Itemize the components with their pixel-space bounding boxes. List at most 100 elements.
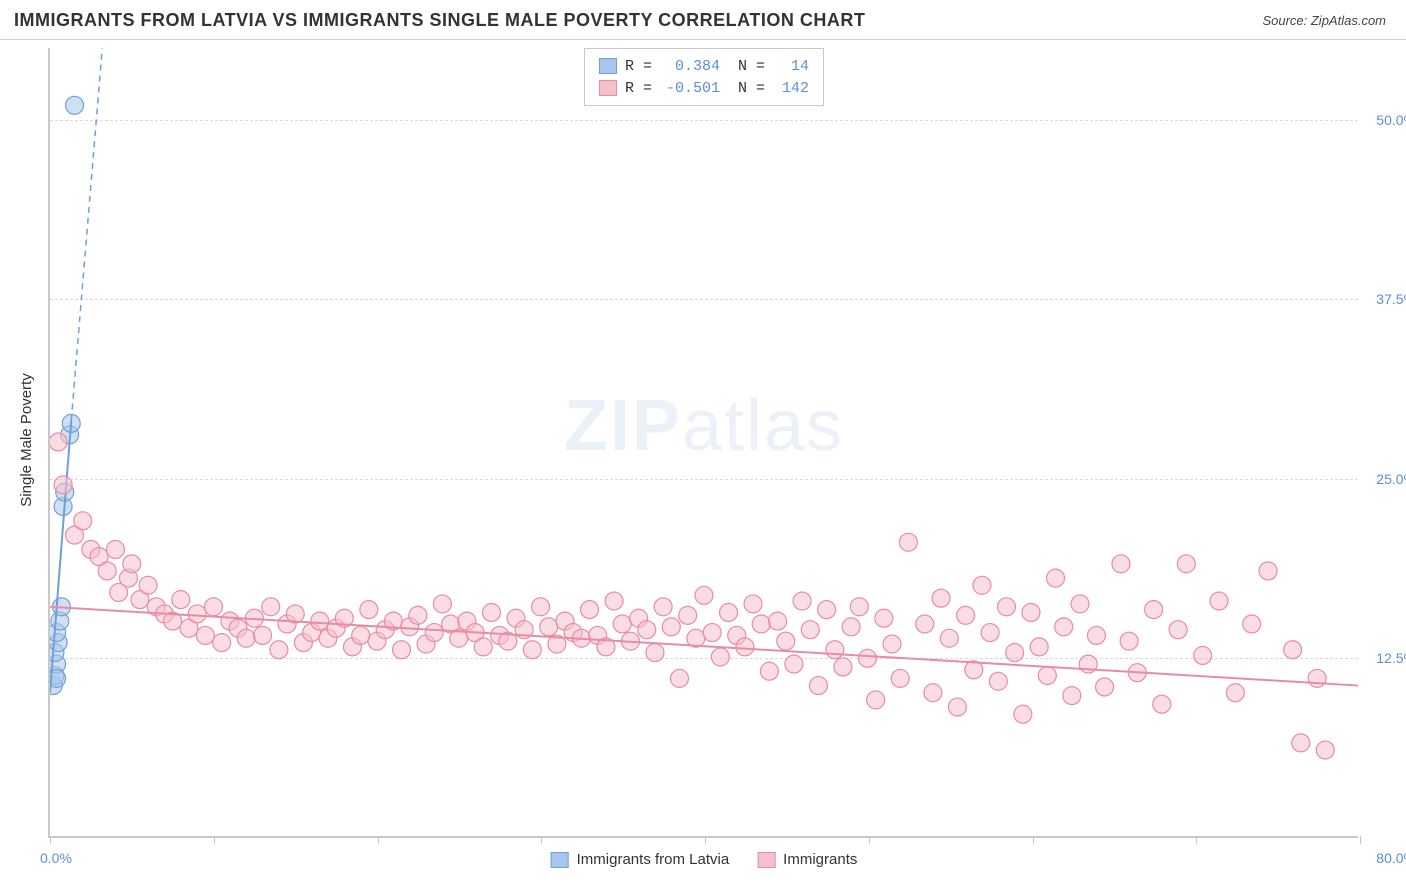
- data-point: [482, 604, 500, 622]
- data-point: [932, 589, 950, 607]
- legend-n-label: N =: [738, 80, 765, 97]
- x-axis-max-label: 80.0%: [1376, 850, 1406, 866]
- data-point: [891, 669, 909, 687]
- data-point: [409, 606, 427, 624]
- x-tick: [1196, 836, 1197, 844]
- data-point: [1022, 604, 1040, 622]
- legend-stat-row: R =0.384N =14: [599, 55, 809, 77]
- data-point: [254, 626, 272, 644]
- data-point: [523, 641, 541, 659]
- x-axis-min-label: 0.0%: [40, 850, 72, 866]
- data-point: [957, 606, 975, 624]
- data-point: [793, 592, 811, 610]
- data-point: [188, 605, 206, 623]
- legend-swatch: [599, 58, 617, 74]
- data-point: [777, 632, 795, 650]
- legend-bottom: Immigrants from Latvia Immigrants: [551, 851, 858, 868]
- x-tick: [1360, 836, 1361, 844]
- data-point: [213, 634, 231, 652]
- legend-label: Immigrants: [783, 851, 857, 868]
- y-tick-label: 50.0%: [1366, 112, 1406, 128]
- data-point: [1006, 644, 1024, 662]
- data-point: [1226, 684, 1244, 702]
- x-tick: [214, 836, 215, 844]
- data-point: [196, 626, 214, 644]
- x-tick: [1033, 836, 1034, 844]
- data-point: [1063, 687, 1081, 705]
- data-point: [752, 615, 770, 633]
- data-point: [679, 606, 697, 624]
- data-point: [760, 662, 778, 680]
- data-point: [50, 433, 67, 451]
- data-point: [352, 626, 370, 644]
- scatter-svg: [50, 48, 1358, 836]
- data-point: [1145, 601, 1163, 619]
- legend-n-value: 14: [773, 58, 809, 75]
- data-point: [1243, 615, 1261, 633]
- data-point: [924, 684, 942, 702]
- data-point: [695, 586, 713, 604]
- data-point: [1153, 695, 1171, 713]
- data-point: [1210, 592, 1228, 610]
- data-point: [997, 598, 1015, 616]
- data-point: [646, 644, 664, 662]
- chart-title: IMMIGRANTS FROM LATVIA VS IMMIGRANTS SIN…: [14, 10, 865, 31]
- data-point: [613, 615, 631, 633]
- y-axis-title: Single Male Poverty: [18, 373, 35, 506]
- legend-swatch: [551, 852, 569, 868]
- data-point: [54, 476, 72, 494]
- data-point: [670, 669, 688, 687]
- data-point: [916, 615, 934, 633]
- legend-stat-row: R = -0.501 N = 142: [599, 77, 809, 99]
- data-point: [973, 576, 991, 594]
- data-point: [801, 621, 819, 639]
- legend-label: Immigrants from Latvia: [577, 851, 730, 868]
- data-point: [1259, 562, 1277, 580]
- data-point: [106, 540, 124, 558]
- data-point: [1284, 641, 1302, 659]
- data-point: [826, 641, 844, 659]
- data-point: [948, 698, 966, 716]
- data-point: [1014, 705, 1032, 723]
- x-tick: [705, 836, 706, 844]
- source-attribution: Source: ZipAtlas.com: [1262, 13, 1386, 28]
- data-point: [393, 641, 411, 659]
- data-point: [270, 641, 288, 659]
- data-point: [834, 658, 852, 676]
- data-point: [1316, 741, 1334, 759]
- data-point: [875, 609, 893, 627]
- data-point: [1030, 638, 1048, 656]
- data-point: [703, 624, 721, 642]
- legend-r-value: -0.501: [660, 80, 720, 97]
- data-point: [1292, 734, 1310, 752]
- data-point: [474, 638, 492, 656]
- data-point: [1194, 646, 1212, 664]
- data-point: [1087, 626, 1105, 644]
- chart-header: IMMIGRANTS FROM LATVIA VS IMMIGRANTS SIN…: [0, 0, 1406, 40]
- data-point: [1055, 618, 1073, 636]
- data-point: [1308, 669, 1326, 687]
- data-point: [1120, 632, 1138, 650]
- legend-n-value: 142: [773, 80, 809, 97]
- data-point: [638, 621, 656, 639]
- data-point: [842, 618, 860, 636]
- data-point: [720, 604, 738, 622]
- legend-swatch: [757, 852, 775, 868]
- data-point: [1038, 667, 1056, 685]
- data-point: [662, 618, 680, 636]
- data-point: [883, 635, 901, 653]
- data-point: [540, 618, 558, 636]
- data-point: [1047, 569, 1065, 587]
- x-tick: [50, 836, 51, 844]
- data-point: [940, 629, 958, 647]
- data-point: [205, 598, 223, 616]
- y-tick-label: 25.0%: [1366, 471, 1406, 487]
- data-point: [859, 649, 877, 667]
- data-point: [736, 638, 754, 656]
- data-point: [123, 555, 141, 573]
- legend-r-label: R =: [625, 80, 652, 97]
- legend-r-label: R =: [625, 58, 652, 75]
- data-point: [532, 598, 550, 616]
- data-point: [1169, 621, 1187, 639]
- data-point: [744, 595, 762, 613]
